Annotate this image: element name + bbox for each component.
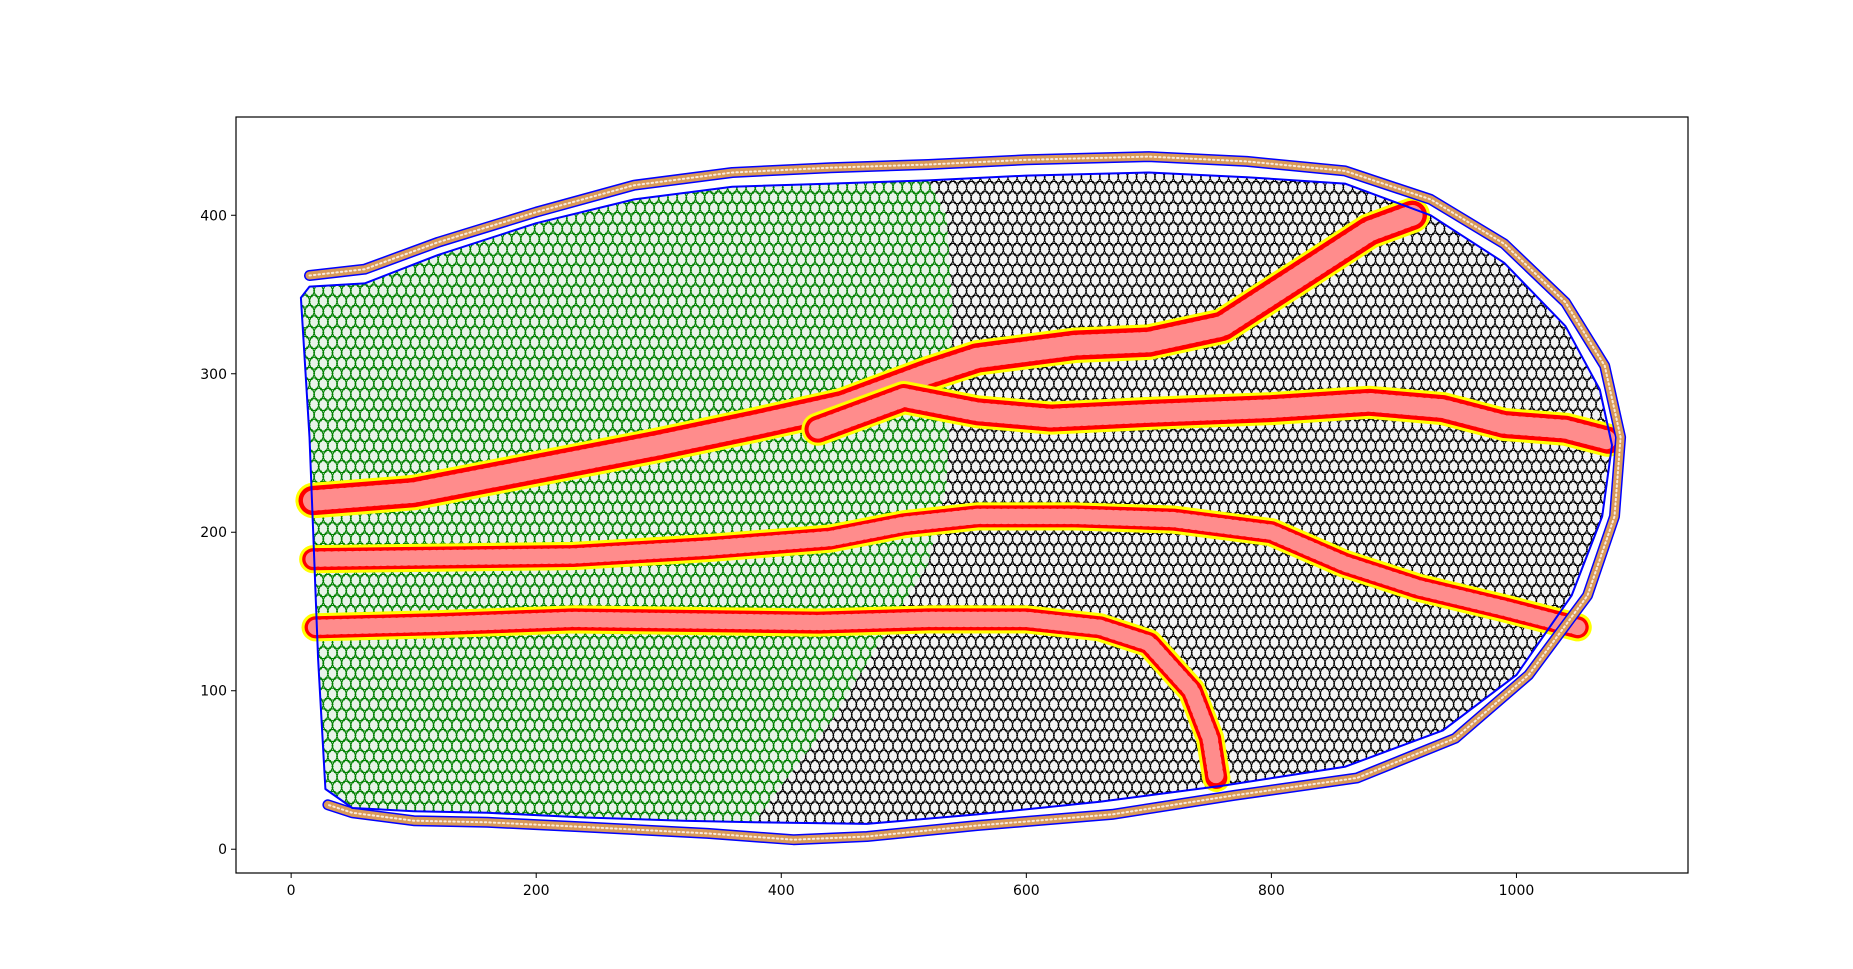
x-tick-label: 0 — [287, 883, 296, 899]
vessel-1 — [295, 197, 1431, 519]
x-tick-label: 800 — [1258, 883, 1285, 899]
x-tick-label: 400 — [768, 883, 795, 899]
x-axis: 0 200 400 600 800 1000 — [287, 873, 1535, 899]
y-tick-label: 0 — [218, 842, 227, 858]
x-tick-label: 600 — [1013, 883, 1040, 899]
x-tick-label: 1000 — [1499, 883, 1535, 899]
y-tick-label: 400 — [200, 208, 227, 224]
vessel-2 — [801, 380, 1625, 457]
y-axis: 0 100 200 300 400 — [200, 208, 236, 858]
plot-area — [295, 151, 1627, 846]
axes-frame — [235, 116, 1689, 874]
vessel-3 — [299, 502, 1592, 642]
tissue-boundary — [299, 171, 1613, 825]
vessel-4 — [301, 605, 1231, 792]
y-tick-label: 300 — [200, 367, 227, 383]
y-tick-label: 100 — [200, 684, 227, 700]
outer-layer — [304, 151, 1627, 846]
y-tick-label: 200 — [200, 525, 227, 541]
vessels — [295, 197, 1625, 792]
x-tick-label: 200 — [523, 883, 550, 899]
